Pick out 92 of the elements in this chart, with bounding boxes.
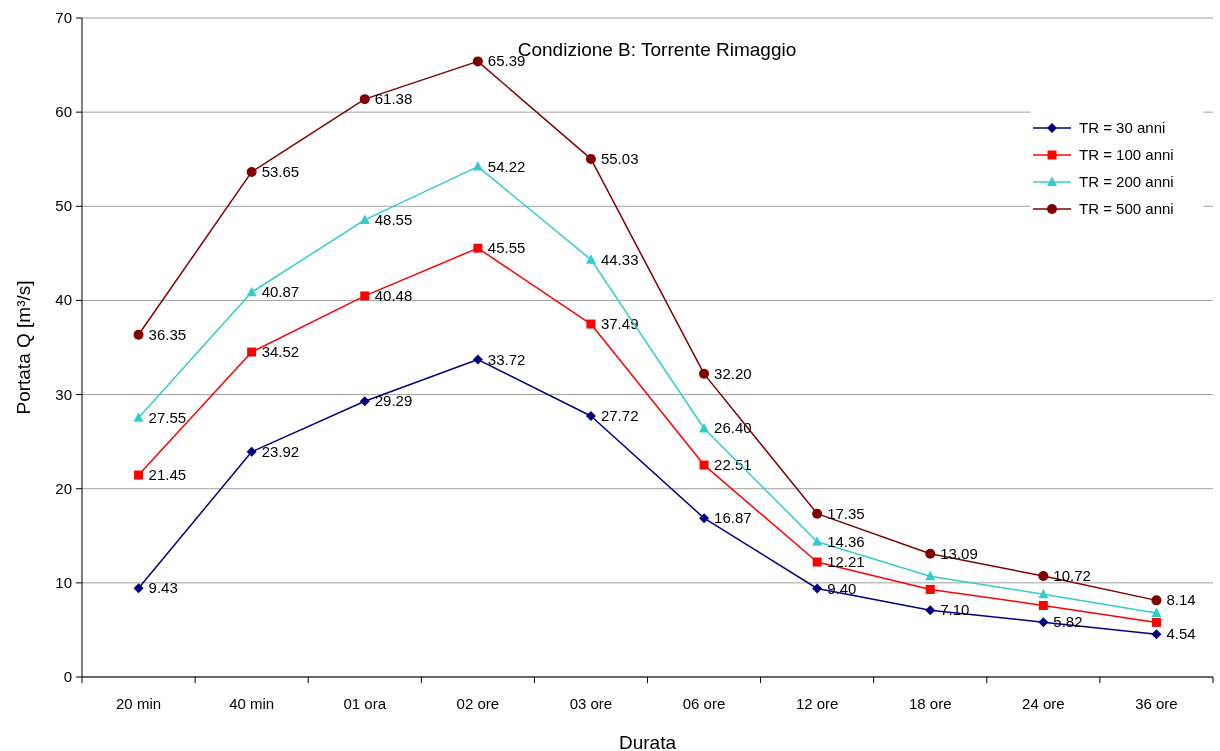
point <box>472 56 483 67</box>
data-label: 61.38 <box>374 90 413 108</box>
point <box>812 536 823 546</box>
y-axis-title: Portata Q [m³/s] <box>13 280 34 415</box>
data-label: 12.21 <box>827 553 865 571</box>
y-tick-label: 0 <box>63 668 72 685</box>
x-tick-label: 06 ore <box>682 695 726 712</box>
point <box>1038 571 1049 582</box>
y-tick-label: 20 <box>55 479 72 497</box>
legend-label: TR = 500 anni <box>1079 200 1174 217</box>
data-label: 21.45 <box>148 466 187 484</box>
x-tick-label: 02 ore <box>456 695 500 712</box>
data-label: 26.40 <box>714 419 752 437</box>
point <box>1038 588 1049 599</box>
x-tick-label: 36 ore <box>1135 695 1178 712</box>
data-label: 8.14 <box>1166 591 1196 609</box>
point <box>699 460 709 470</box>
data-label: 9.40 <box>827 579 857 597</box>
x-tick-label: 12 ore <box>795 695 839 712</box>
point <box>1151 629 1162 640</box>
point <box>133 329 144 340</box>
data-label: 13.09 <box>940 544 978 562</box>
point <box>246 166 257 177</box>
point <box>585 254 596 264</box>
point <box>1151 607 1162 617</box>
point <box>699 513 710 524</box>
data-label: 48.55 <box>374 210 413 228</box>
data-label: 10.72 <box>1053 567 1091 585</box>
data-label: 40.87 <box>261 283 300 301</box>
legend-label: TR = 200 anni <box>1079 173 1174 190</box>
point <box>925 570 936 581</box>
data-label: 36.35 <box>148 325 187 343</box>
point <box>1038 617 1049 628</box>
legend-label: TR = 30 anni <box>1079 119 1166 136</box>
point <box>585 411 596 422</box>
data-label: 45.55 <box>487 239 526 257</box>
point <box>1151 595 1162 606</box>
point <box>360 291 370 301</box>
x-tick-label: 18 ore <box>908 695 952 712</box>
data-label: 33.72 <box>487 350 526 368</box>
data-label: 29.29 <box>374 392 413 410</box>
data-label: 14.36 <box>827 532 865 550</box>
data-label: 4.54 <box>1166 625 1196 643</box>
y-tick-label: 10 <box>55 573 72 591</box>
point <box>247 347 257 357</box>
point <box>812 508 823 519</box>
data-label: 27.72 <box>600 407 639 425</box>
y-tick-label: 30 <box>55 385 72 403</box>
point <box>133 583 144 594</box>
point <box>586 319 596 329</box>
data-label: 54.22 <box>487 157 526 175</box>
point <box>133 412 144 422</box>
point <box>1151 617 1161 627</box>
point <box>925 548 936 559</box>
data-label: 32.20 <box>714 364 752 382</box>
point <box>699 368 710 379</box>
x-tick-label: 24 ore <box>1022 695 1065 712</box>
x-tick-label: 40 min <box>229 695 275 712</box>
data-label: 55.03 <box>600 149 639 167</box>
data-label: 34.52 <box>261 343 300 361</box>
point <box>359 396 370 407</box>
x-tick-label: 03 ore <box>569 695 613 712</box>
point <box>472 161 483 171</box>
x-tick-label: 01 ora <box>343 695 387 712</box>
point <box>473 243 483 253</box>
data-label: 17.35 <box>827 504 865 522</box>
data-label: 40.48 <box>374 286 413 304</box>
point <box>925 584 935 594</box>
data-label: 53.65 <box>261 162 300 180</box>
legend-label: TR = 100 anni <box>1079 146 1174 163</box>
data-label: 16.87 <box>714 509 752 527</box>
x-axis-title: Durata <box>618 732 677 751</box>
point <box>585 153 596 164</box>
point <box>925 605 936 616</box>
data-label: 23.92 <box>261 442 300 460</box>
point <box>246 446 257 457</box>
x-tick-label: 20 min <box>116 695 162 712</box>
y-tick-label: 70 <box>55 9 72 26</box>
point <box>472 354 483 365</box>
point <box>812 557 822 567</box>
y-tick-label: 40 <box>55 291 72 309</box>
y-tick-label: 50 <box>55 197 72 215</box>
data-label: 9.43 <box>148 579 178 597</box>
data-label: 44.33 <box>600 250 639 268</box>
point <box>246 286 257 297</box>
point <box>1038 600 1048 610</box>
point <box>812 583 823 594</box>
point <box>134 470 144 480</box>
data-label: 27.55 <box>148 408 187 426</box>
point <box>359 214 370 224</box>
y-tick-label: 60 <box>55 103 72 121</box>
point <box>359 94 370 105</box>
